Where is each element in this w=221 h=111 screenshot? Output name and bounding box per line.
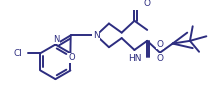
Text: N: N bbox=[53, 35, 59, 44]
Text: O: O bbox=[156, 40, 163, 49]
Text: O: O bbox=[156, 54, 163, 63]
Text: O: O bbox=[69, 53, 76, 62]
Text: Cl: Cl bbox=[13, 49, 22, 58]
Text: N: N bbox=[93, 31, 99, 40]
Text: HN: HN bbox=[129, 55, 142, 63]
Text: O: O bbox=[143, 0, 151, 8]
